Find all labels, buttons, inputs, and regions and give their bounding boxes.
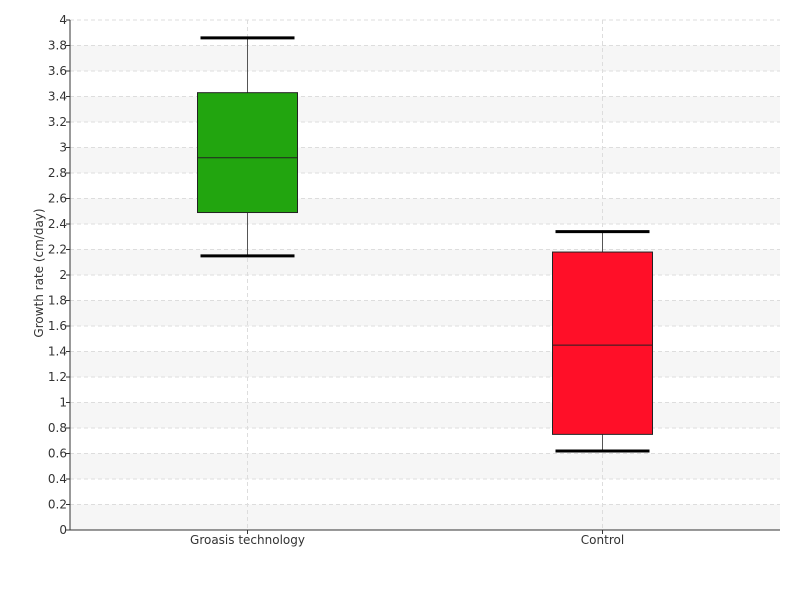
background-band (70, 402, 780, 428)
y-tick-label: 2.4 (48, 217, 67, 231)
background-band (70, 198, 780, 224)
y-tick-label: 3.2 (48, 115, 67, 129)
y-tick-label: 0.4 (48, 472, 67, 486)
background-band (70, 249, 780, 275)
y-tick-label: 3.4 (48, 90, 67, 104)
box-group (552, 230, 653, 453)
y-tick-label: 1.2 (48, 370, 67, 384)
y-tick-label: 1.6 (48, 319, 67, 333)
x-tick-labels: Groasis technology Control (190, 530, 624, 547)
y-tick-label: 2 (59, 268, 67, 282)
box-iqr (197, 92, 298, 214)
background-band (70, 45, 780, 71)
y-tick-label: 0.8 (48, 421, 67, 435)
background-band (70, 300, 780, 326)
background-bands (70, 45, 780, 530)
y-tick-label: 2.6 (48, 192, 67, 206)
y-tick-label: 4 (59, 13, 67, 27)
y-tick-label: 1.4 (48, 345, 67, 359)
y-ticks: 0 0.2 0.4 0.6 0.8 1 1.2 1.4 1.6 1.8 2 2.2 2.4 2.6 2.8 3… (48, 13, 70, 537)
y-tick-label: 0.2 (48, 498, 67, 512)
background-band (70, 453, 780, 479)
y-tick-label: 3 (59, 141, 67, 155)
y-tick-label: 2.8 (48, 166, 67, 180)
x-tick-label: Control (581, 533, 624, 547)
box-group (197, 36, 298, 258)
y-tick-label: 1 (59, 396, 67, 410)
box-iqr (552, 251, 653, 435)
x-tick-label: Groasis technology (190, 533, 305, 547)
background-band (70, 504, 780, 530)
y-axis-title: Growth rate (cm/day) (32, 208, 46, 337)
background-band (70, 147, 780, 173)
boxes (197, 36, 653, 453)
gridlines (70, 19, 780, 530)
y-tick-label: 3.8 (48, 39, 67, 53)
background-band (70, 351, 780, 377)
y-tick-label: 2.2 (48, 243, 67, 257)
y-tick-label: 3.6 (48, 64, 67, 78)
y-tick-label: 0.6 (48, 447, 67, 461)
y-tick-label: 1.8 (48, 294, 67, 308)
background-band (70, 96, 780, 122)
y-tick-label: 0 (59, 523, 67, 537)
